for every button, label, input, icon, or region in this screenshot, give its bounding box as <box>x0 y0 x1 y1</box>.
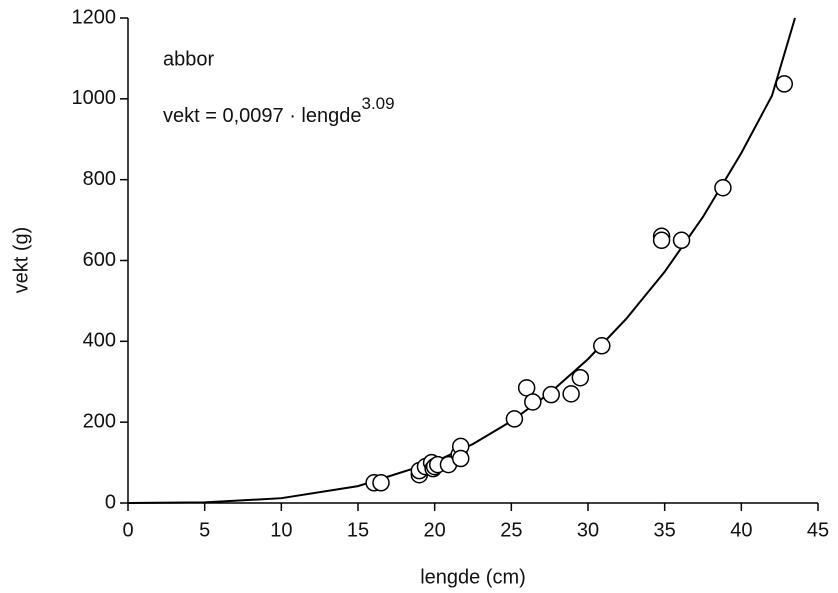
x-tick-label: 0 <box>122 519 133 541</box>
y-tick-label: 1000 <box>72 87 117 109</box>
x-tick-label: 30 <box>577 519 599 541</box>
data-point <box>571 368 590 387</box>
data-point <box>372 474 390 492</box>
y-axis-title: vekt (g) <box>10 227 32 294</box>
x-tick-label: 25 <box>500 519 522 541</box>
x-tick-label: 10 <box>270 519 292 541</box>
fit-curve <box>127 17 796 504</box>
x-tick-label: 45 <box>807 519 829 541</box>
y-tick-label: 800 <box>83 168 116 190</box>
y-tick-label: 400 <box>83 330 116 352</box>
x-tick-label: 5 <box>199 519 210 541</box>
x-axis-title: lengde (cm) <box>420 566 526 588</box>
y-tick-label: 0 <box>105 491 116 513</box>
x-tick-label: 40 <box>730 519 752 541</box>
x-tick-label: 15 <box>347 519 369 541</box>
annotation: abbor <box>163 48 214 70</box>
data-point <box>505 410 524 428</box>
data-point <box>451 449 470 468</box>
data-point <box>524 393 542 411</box>
data-point <box>714 179 732 197</box>
x-tick-label: 35 <box>654 519 676 541</box>
y-tick-label: 600 <box>83 249 116 271</box>
annotation-text: vekt = 0,0097 · lengde <box>163 105 361 127</box>
data-point <box>593 337 611 355</box>
data-point <box>652 231 671 250</box>
x-tick-label: 20 <box>424 519 446 541</box>
data-point <box>542 385 560 404</box>
data-point <box>775 75 794 93</box>
annotation-superscript: 3.09 <box>361 94 394 113</box>
y-tick-label: 200 <box>83 410 116 432</box>
y-tick-label: 1200 <box>72 6 117 28</box>
annotation: vekt = 0,0097 · lengde3.09 <box>163 94 395 127</box>
data-point <box>562 385 580 403</box>
data-point <box>672 231 691 250</box>
